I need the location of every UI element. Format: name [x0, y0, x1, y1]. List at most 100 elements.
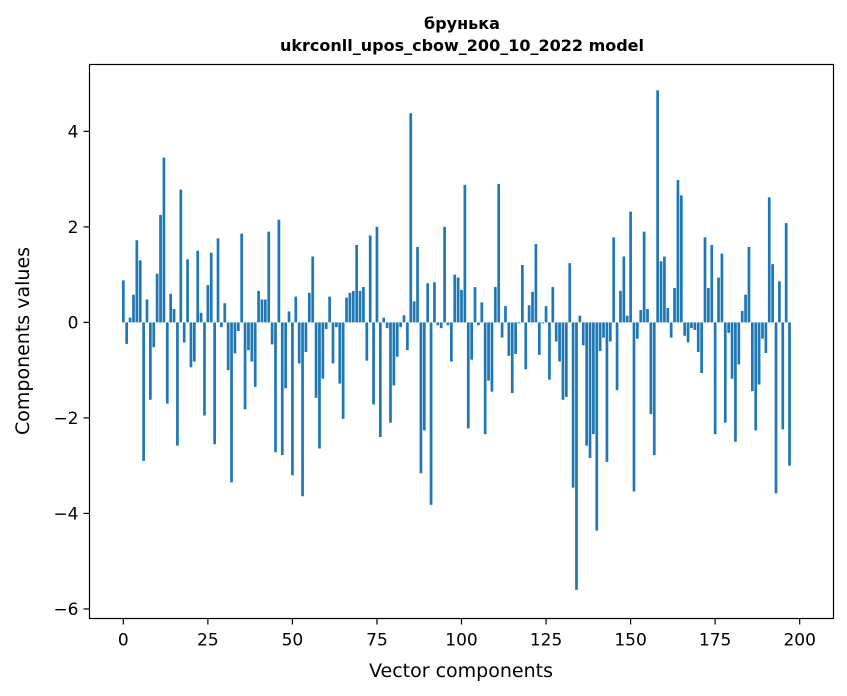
bar-component-49: [287, 311, 291, 323]
bar-component-90: [426, 283, 430, 323]
bar-component-39: [253, 322, 257, 387]
bar-component-63: [335, 322, 338, 328]
bar-component-109: [490, 322, 494, 392]
bar-component-120: [527, 305, 531, 323]
bar-component-21: [192, 322, 196, 362]
bar-component-99: [456, 277, 460, 323]
x-tick-label: 200: [783, 631, 815, 651]
bar-component-167: [686, 322, 690, 343]
bar-component-55: [307, 292, 311, 323]
bar-component-98: [453, 274, 457, 323]
bar-component-108: [487, 322, 490, 381]
bar-component-122: [534, 244, 538, 323]
bar-component-79: [389, 322, 392, 423]
bar-component-146: [615, 322, 619, 391]
bar-component-164: [676, 180, 680, 323]
bar-component-117: [517, 322, 521, 324]
bar-component-84: [406, 322, 409, 351]
bar-component-58: [318, 322, 321, 449]
bar-component-35: [240, 233, 244, 323]
bar-component-168: [690, 322, 693, 329]
bar-component-178: [723, 322, 727, 423]
bar-component-187: [754, 322, 758, 431]
x-tick-label: 75: [366, 631, 388, 651]
bar-component-2: [128, 317, 132, 323]
x-tick-label: 125: [530, 631, 562, 651]
bar-component-43: [267, 231, 271, 323]
bar-component-156: [649, 322, 653, 415]
bar-component-134: [575, 322, 578, 590]
bar-component-102: [466, 322, 470, 429]
bar-component-192: [771, 264, 774, 323]
bar-component-71: [362, 287, 365, 323]
bar-component-48: [284, 322, 287, 389]
bar-component-47: [280, 322, 284, 456]
bar-component-36: [243, 322, 247, 410]
y-tick-label: 0: [68, 313, 79, 333]
bar-component-100: [460, 289, 463, 323]
bar-component-33: [233, 322, 237, 354]
bar-component-88: [419, 322, 423, 474]
bar-component-78: [385, 322, 389, 329]
bar-component-53: [301, 322, 304, 497]
bar-component-177: [720, 253, 724, 323]
bar-component-159: [659, 261, 663, 323]
x-tick-label: 0: [118, 631, 129, 651]
bar-component-157: [652, 322, 656, 456]
bar-component-151: [632, 322, 636, 492]
bar-component-96: [446, 322, 450, 326]
bar-component-22: [196, 250, 200, 323]
bar-component-113: [504, 306, 507, 323]
bar-component-131: [564, 322, 568, 397]
bar-component-50: [291, 322, 294, 476]
bar-component-181: [734, 322, 737, 442]
bar-component-89: [422, 322, 426, 431]
bar-component-65: [341, 322, 345, 419]
bar-component-92: [433, 282, 436, 323]
bar-component-144: [608, 322, 612, 342]
bar-component-101: [463, 184, 467, 323]
bar-component-174: [710, 245, 714, 323]
bar-component-15: [172, 309, 176, 323]
bar-component-20: [189, 322, 193, 368]
bar-component-29: [220, 322, 223, 328]
bar-component-161: [666, 308, 670, 323]
bar-component-34: [236, 322, 240, 331]
bar-component-125: [544, 306, 548, 323]
bar-component-59: [321, 322, 325, 379]
bar-component-94: [439, 322, 443, 329]
bar-component-139: [592, 322, 595, 435]
bar-component-166: [683, 322, 687, 336]
bar-component-197: [788, 322, 791, 466]
x-tick-label: 150: [614, 631, 646, 651]
bar-component-128: [554, 322, 558, 342]
bar-component-129: [558, 322, 561, 362]
bar-component-190: [764, 322, 768, 353]
bar-component-1: [125, 322, 129, 344]
bar-component-132: [568, 263, 572, 323]
bar-component-141: [598, 322, 602, 352]
x-tick-label: 50: [282, 631, 304, 651]
y-tick-label: −2: [53, 409, 78, 429]
bar-component-7: [145, 299, 149, 323]
bar-component-45: [274, 322, 277, 453]
bar-component-170: [696, 322, 700, 353]
bar-component-154: [642, 231, 646, 323]
bar-component-126: [548, 322, 551, 380]
bar-component-9: [152, 322, 156, 348]
bar-component-103: [470, 322, 473, 360]
bar-component-115: [510, 322, 514, 394]
bar-component-180: [730, 322, 734, 379]
bar-component-188: [757, 322, 761, 385]
bar-component-82: [399, 322, 402, 328]
bar-component-93: [436, 322, 440, 326]
bar-component-24: [203, 322, 206, 416]
bar-component-4: [135, 240, 139, 323]
bar-component-142: [602, 322, 605, 338]
bar-component-150: [629, 211, 632, 323]
bar-component-133: [571, 322, 575, 488]
bar-component-26: [209, 252, 213, 323]
bar-component-196: [784, 223, 788, 323]
bar-component-169: [693, 322, 697, 331]
